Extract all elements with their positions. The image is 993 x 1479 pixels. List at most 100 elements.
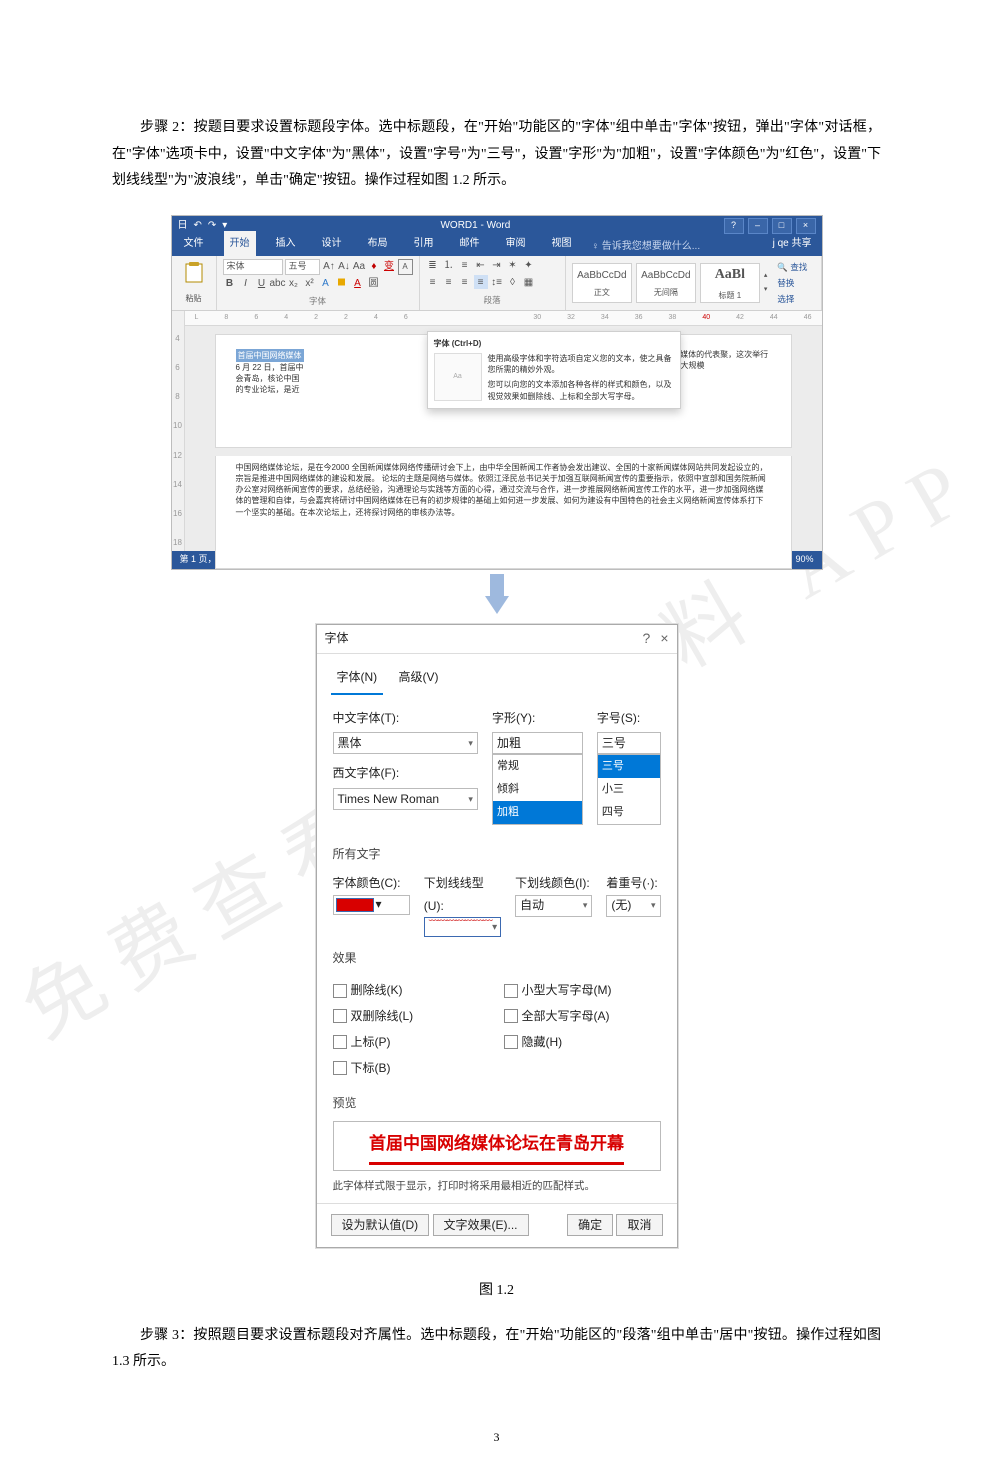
underline-style-select[interactable]: ﹏﹏﹏﹏﹏﹏﹏﹏﹏﹏ ▾ xyxy=(424,917,501,937)
font-color-label: 字体颜色(C): xyxy=(333,876,401,890)
italic-icon[interactable]: I xyxy=(239,277,253,291)
ribbon-tabs: 文件 开始 插入 设计 布局 引用 邮件 审阅 视图 ♀ 告诉我您想要做什么..… xyxy=(172,236,822,256)
align-right-icon[interactable]: ≡ xyxy=(458,275,472,289)
allcap-checkbox[interactable] xyxy=(504,1009,518,1023)
tab-home[interactable]: 开始 xyxy=(224,231,256,256)
font-size-label: 字号(S): xyxy=(597,707,661,730)
preview-label: 预览 xyxy=(333,1092,661,1115)
borders-icon[interactable]: ▦ xyxy=(522,275,536,289)
tooltip-preview-icon: Aa xyxy=(434,353,482,401)
super-checkbox[interactable] xyxy=(333,1035,347,1049)
sub-checkbox[interactable] xyxy=(333,1061,347,1075)
texteffect-icon[interactable]: A xyxy=(319,277,333,291)
dec-indent-icon[interactable]: ⇤ xyxy=(474,259,488,273)
underline-color-select[interactable]: 自动▾ xyxy=(515,895,592,917)
arrow-stem xyxy=(490,574,504,596)
clipboard-group: 粘贴 剪贴板 xyxy=(172,256,217,310)
tab-advanced[interactable]: 高级(V) xyxy=(393,662,445,693)
western-font-select[interactable]: Times New Roman▾ xyxy=(333,788,478,810)
strike-icon[interactable]: abc xyxy=(271,277,285,291)
font-size-list[interactable]: 三号 小三 四号 xyxy=(597,754,661,825)
ok-button[interactable]: 确定 xyxy=(567,1214,613,1236)
subscript-icon[interactable]: x₂ xyxy=(287,277,301,291)
dstrike-checkbox[interactable] xyxy=(333,1009,347,1023)
doc-page[interactable]: 字体 (Ctrl+D) Aa 使用高级字体和字符选项自定义您的文本，使之具备您所… xyxy=(215,334,792,448)
clear-format-icon[interactable]: ♦ xyxy=(367,260,380,274)
fontcolor-icon[interactable]: A xyxy=(351,277,365,291)
preview-box: 首届中国网络媒体论坛在青岛开幕 xyxy=(333,1121,661,1171)
inc-indent-icon[interactable]: ⇥ xyxy=(490,259,504,273)
tell-me[interactable]: ♀ 告诉我您想要做什么... xyxy=(592,237,755,256)
highlight-icon[interactable]: ⯀ xyxy=(335,277,349,291)
grow-font-icon[interactable]: A↑ xyxy=(322,260,335,274)
font-size-select[interactable]: 五号 xyxy=(285,259,321,275)
style-heading1[interactable]: AaBl标题 1 xyxy=(700,263,760,303)
change-case-icon[interactable]: Aa xyxy=(352,260,365,274)
para-group-label: 段落 xyxy=(426,290,559,308)
tab-layout[interactable]: 布局 xyxy=(362,231,394,256)
replace-button[interactable]: 替换 xyxy=(777,275,816,291)
font-color-select[interactable]: ▾ xyxy=(333,895,410,915)
editing-group: 🔍 查找 替换 选择 编辑 xyxy=(773,256,821,310)
font-style-input[interactable]: 加粗 xyxy=(492,732,583,754)
font-name-select[interactable]: 宋体 xyxy=(223,259,283,275)
bold-icon[interactable]: B xyxy=(223,277,237,291)
border-char-icon[interactable]: A xyxy=(398,259,413,275)
preview-hint: 此字体样式限于显示，打印时将采用最相近的匹配样式。 xyxy=(333,1177,661,1197)
dialog-close-button[interactable]: × xyxy=(660,630,668,646)
dialog-help-button[interactable]: ? xyxy=(643,630,651,646)
font-size-input[interactable]: 三号 xyxy=(597,732,661,754)
shading-icon[interactable]: ◊ xyxy=(506,275,520,289)
superscript-icon[interactable]: x² xyxy=(303,277,317,291)
chinese-font-label: 中文字体(T): xyxy=(333,707,478,730)
all-text-label: 所有文字 xyxy=(333,843,661,866)
circled-icon[interactable]: 圆 xyxy=(367,277,381,291)
shrink-font-icon[interactable]: A↓ xyxy=(337,260,350,274)
set-default-button[interactable]: 设为默认值(D) xyxy=(331,1214,430,1236)
linespace-icon[interactable]: ↕≡ xyxy=(490,275,504,289)
text-effects-button[interactable]: 文字效果(E)... xyxy=(433,1214,529,1236)
tab-design[interactable]: 设计 xyxy=(316,231,348,256)
preview-text: 首届中国网络媒体论坛在青岛开幕 xyxy=(369,1128,624,1165)
emphasis-select[interactable]: (无)▾ xyxy=(606,895,660,917)
tab-review[interactable]: 审阅 xyxy=(500,231,532,256)
underline-icon[interactable]: U xyxy=(255,277,269,291)
tab-file[interactable]: 文件 xyxy=(178,231,210,256)
strike-checkbox[interactable] xyxy=(333,984,347,998)
word-screenshot: 日 ↶ ↷ ▾ WORD1 - Word ? – □ × 文件 开始 插入 设计… xyxy=(171,215,823,570)
chinese-font-select[interactable]: 黑体▾ xyxy=(333,732,478,754)
select-button[interactable]: 选择 xyxy=(777,291,816,307)
tab-view[interactable]: 视图 xyxy=(546,231,578,256)
ribbon: 粘贴 剪贴板 宋体 五号 A↑ A↓ Aa ♦ 变 A B I xyxy=(172,256,822,311)
tab-mailings[interactable]: 邮件 xyxy=(454,231,486,256)
align-justify-icon[interactable]: ≡ xyxy=(474,275,488,289)
phonetic-icon[interactable]: 变 xyxy=(382,260,395,274)
minimize-button[interactable]: – xyxy=(748,218,768,234)
align-center-icon[interactable]: ≡ xyxy=(442,275,456,289)
hidden-checkbox[interactable] xyxy=(504,1035,518,1049)
font-style-list[interactable]: 常规 倾斜 加粗 xyxy=(492,754,583,825)
styles-group: AaBbCcDd正文 AaBbCcDd无间隔 AaBl标题 1 ▴▾ xyxy=(566,256,774,310)
style-normal[interactable]: AaBbCcDd正文 xyxy=(572,263,632,303)
underline-color-label: 下划线颜色(I): xyxy=(515,876,590,890)
tab-font[interactable]: 字体(N) xyxy=(331,662,384,695)
showmark-icon[interactable]: ✦ xyxy=(522,259,536,273)
multilevel-icon[interactable]: ≡ xyxy=(458,259,472,273)
bullets-icon[interactable]: ≣ xyxy=(426,259,440,273)
numbering-icon[interactable]: ⒈ xyxy=(442,259,456,273)
find-button[interactable]: 🔍 查找 xyxy=(777,259,816,275)
effects-label: 效果 xyxy=(333,947,661,970)
doc-body[interactable]: 中国网络媒体论坛，是在今2000 全国新闻媒体网络传播研讨会下上，由中华全国新闻… xyxy=(215,456,792,569)
step3-text: 步骤 3：按照题目要求设置标题段对齐属性。选中标题段，在"开始"功能区的"段落"… xyxy=(112,1323,881,1376)
align-left-icon[interactable]: ≡ xyxy=(426,275,440,289)
tab-references[interactable]: 引用 xyxy=(408,231,440,256)
help-button[interactable]: ? xyxy=(724,218,744,234)
share-button[interactable]: j qe 共享 xyxy=(769,231,816,256)
cancel-button[interactable]: 取消 xyxy=(616,1214,662,1236)
smallcap-checkbox[interactable] xyxy=(504,984,518,998)
sort-icon[interactable]: ✶ xyxy=(506,259,520,273)
paste-icon[interactable] xyxy=(183,261,205,285)
style-nospace[interactable]: AaBbCcDd无间隔 xyxy=(636,263,696,303)
zoom-level[interactable]: 90% xyxy=(795,551,813,568)
tab-insert[interactable]: 插入 xyxy=(270,231,302,256)
